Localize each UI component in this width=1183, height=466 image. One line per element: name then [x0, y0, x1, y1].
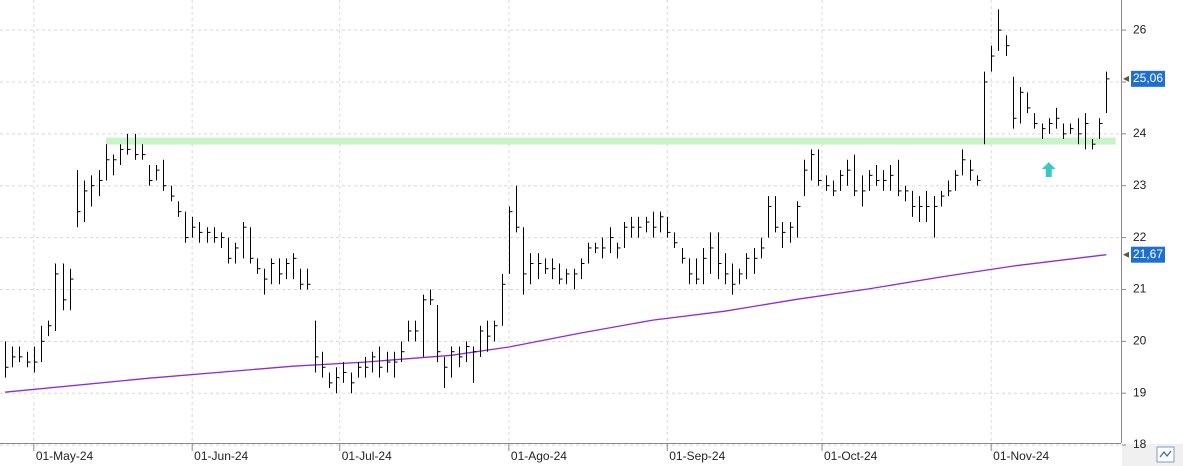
y-tick-label: 21	[1133, 282, 1147, 296]
x-tick-label: 01-Oct-24	[824, 449, 878, 463]
signal-arrow	[1041, 162, 1056, 178]
x-tick-label: 01-Ago-24	[511, 449, 567, 463]
y-tick-label: 19	[1133, 385, 1147, 399]
x-tick-label: 01-Nov-24	[993, 449, 1049, 463]
price-label: 21,67	[1133, 247, 1163, 261]
y-tick-label: 23	[1133, 178, 1147, 192]
price-label-box	[1131, 246, 1165, 263]
price-label: 25,06	[1133, 71, 1163, 85]
y-tick-label: 20	[1133, 333, 1147, 347]
plot	[4, 9, 1116, 394]
grid	[0, 0, 1120, 446]
y-tick-label: 26	[1133, 22, 1147, 36]
x-tick-label: 01-Sep-24	[669, 449, 725, 463]
y-tick-label: 22	[1133, 230, 1147, 244]
price-label-box	[1131, 70, 1165, 87]
moving-average	[4, 254, 1107, 393]
price-pointer	[1123, 251, 1129, 258]
y-tick-label: 18	[1133, 437, 1147, 451]
price-pointer	[1123, 75, 1129, 82]
zoom-icon	[1159, 450, 1172, 458]
x-tick-label: 01-Jul-24	[342, 449, 392, 463]
x-tick-label: 01-Jun-24	[194, 449, 248, 463]
y-tick-label: 24	[1133, 126, 1147, 140]
level-band	[105, 137, 1116, 145]
x-tick-label: 01-May-24	[36, 449, 94, 463]
